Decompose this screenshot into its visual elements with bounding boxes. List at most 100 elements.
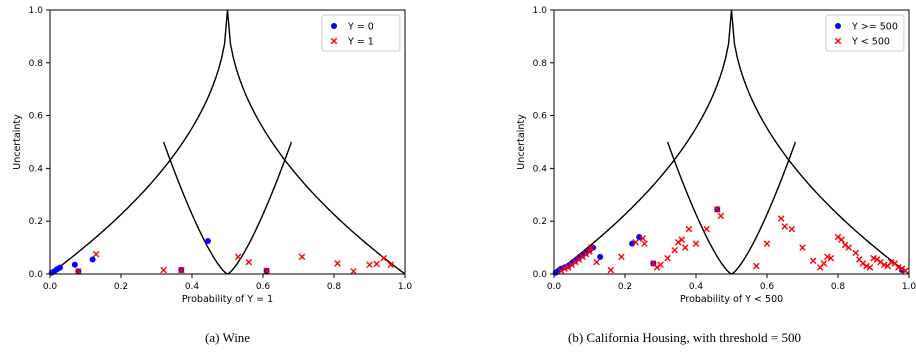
data-point-x [887,258,895,266]
y-tick-label: 0.4 [29,164,44,174]
y-tick-label: 1.0 [533,6,548,16]
caption-housing: (b) California Housing, with threshold =… [568,330,801,345]
y-tick-label: 0.2 [29,217,43,227]
x-tick-label: 0.2 [618,282,632,292]
data-point-x [92,250,100,258]
data-point-x [788,225,796,233]
legend-marker-x [330,37,338,45]
y-tick-label: 0.8 [533,59,548,69]
data-point-x [607,266,615,274]
data-point-x [809,257,817,265]
data-point-x [870,254,877,262]
y-tick-label: 0.2 [533,217,547,227]
legend-marker-circle [835,23,841,29]
data-point-x [178,266,185,274]
x-tick-label: 0.0 [547,282,562,292]
chart-panel-housing: 0.0 0.2 0.4 0.6 0.8 1.0 0.0 0.2 0.4 0.6 0.8 1.0 Prob… [516,6,916,305]
legend-label: Y >= 500 [851,22,898,33]
data-point-x [75,268,82,275]
y-axis-label: Uncertainty [12,114,23,170]
y-tick-label: 0.4 [533,164,548,174]
boundary-curve-inner-right [731,141,797,275]
data-point-x [639,235,647,242]
data-point-x [618,253,625,261]
data-point-x [380,254,387,262]
x-tick-label: 0.4 [689,282,704,292]
data-point-x [682,244,689,251]
legend-marker-circle [331,23,337,29]
data-point-x [880,261,888,269]
x-tick-label: 1.0 [902,282,916,292]
data-point-x [245,258,253,266]
legend-box [321,14,401,52]
data-point-x [692,240,700,247]
data-point-x [820,260,828,267]
data-point-x [234,253,242,261]
data-point-x [685,225,693,233]
x-tick-label: 0.6 [760,282,775,292]
data-point-x [714,206,721,213]
data-point-x [902,267,909,275]
caption-wine: (a) Wine [205,330,251,345]
data-point-x [827,254,835,262]
data-point-x [586,248,593,255]
x-tick-label: 0.4 [185,282,200,292]
y-tick-label: 0.8 [29,59,44,69]
data-point-x [863,262,870,270]
boundary-curve-inner-right [227,141,293,275]
data-point-circle [71,261,78,268]
data-point-x [895,264,902,271]
data-point-x [632,239,639,246]
x-tick-label: 0.8 [327,282,342,292]
data-point-x [703,225,710,233]
x-tick-label: 1.0 [398,282,413,292]
chart-panel-wine: 0.0 0.2 0.4 0.6 0.8 1.0 0.0 0.2 0.4 0.6 0.8 1.0 Prob… [12,6,412,305]
legend-label: Y = 0 [347,22,374,33]
plot-frame [553,9,910,275]
boundary-curve-inner-left [666,141,732,275]
x-axis-label: Probability of Y = 1 [182,294,273,305]
data-point-x [824,253,831,261]
legend-marker-x [834,37,842,45]
x-tick-label: 0.6 [256,282,271,292]
data-point-x [387,261,395,269]
data-point-x [298,253,306,261]
data-point-x [799,244,806,251]
data-point-x [160,266,167,274]
data-point-circle [204,238,211,244]
data-point-x [781,223,789,230]
y-tick-label: 0.6 [533,112,548,122]
x-tick-label: 0.2 [114,282,128,292]
legend-label: Y < 500 [851,37,890,48]
data-point-x [671,246,678,254]
x-axis-label: Probability of Y < 500 [680,294,783,305]
data-point-circle [89,256,96,263]
data-point-circle [597,253,604,260]
data-point-x [753,262,760,270]
y-axis-label: Uncertainty [516,114,527,170]
data-point-x [373,260,380,268]
data-point-x [641,240,648,247]
x-tick-label: 0.8 [831,282,846,292]
data-point-x [350,268,357,275]
y-tick-label: 0.0 [533,270,548,280]
data-point-x [898,265,906,273]
data-point-x [838,236,845,243]
x-tick-label: 0.0 [43,282,58,292]
data-point-x [557,267,565,275]
y-tick-label: 1.0 [29,6,44,16]
data-point-x [263,267,270,275]
data-point-x [561,265,568,273]
y-tick-label: 0.6 [29,112,44,122]
data-point-x [664,254,671,262]
data-point-x [866,264,874,271]
data-point-x [334,260,341,267]
data-point-x [717,212,725,220]
data-point-x [852,249,860,257]
data-point-x [678,236,686,243]
data-point-x [366,261,373,269]
data-point-x [845,244,852,251]
data-point-x [763,240,771,247]
data-point-x [657,261,664,269]
